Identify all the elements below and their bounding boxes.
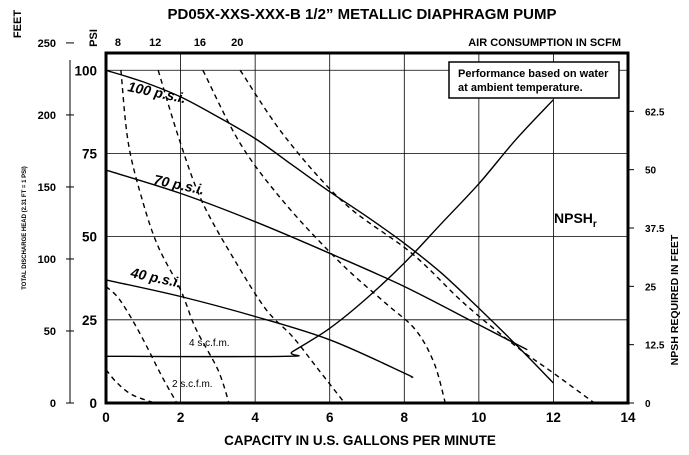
npsh-tick-label-0: 0 xyxy=(645,399,651,410)
top-axis-title: AIR CONSUMPTION IN SCFM xyxy=(468,37,621,49)
npsh-tick-label-62.5: 62.5 xyxy=(645,107,665,118)
feet-tick-label-250: 250 xyxy=(38,38,56,50)
x-axis-title: CAPACITY IN U.S. GALLONS PER MINUTE xyxy=(224,433,496,448)
pressure-curve-40-p-s-i xyxy=(105,279,414,379)
x-tick-label-12: 12 xyxy=(546,410,561,425)
note-line-2: at ambient temperature. xyxy=(458,82,583,94)
scfm-tick-label-8: 8 xyxy=(115,37,121,49)
feet-tick-label-0: 0 xyxy=(50,398,56,410)
x-tick-label-0: 0 xyxy=(102,410,110,425)
pressure-curve-70-p-s-i xyxy=(105,169,528,351)
x-tick-label-4: 4 xyxy=(251,410,259,425)
npsh-subscript: r xyxy=(593,219,597,230)
x-tick-label-6: 6 xyxy=(326,410,334,425)
air-curve-20 xyxy=(239,69,595,404)
air-curve-2-s-c-f-m xyxy=(105,369,155,404)
chart-title: PD05X-XXS-XXX-B 1/2” METALLIC DIAPHRAGM … xyxy=(168,6,557,23)
npsh-tick-label-50: 50 xyxy=(645,166,657,177)
feet-tick-label-150: 150 xyxy=(38,182,56,194)
psi-tick-label-100: 100 xyxy=(74,63,97,78)
air-curve-4-s-c-f-m xyxy=(105,285,178,404)
feet-tick-label-200: 200 xyxy=(38,110,56,122)
air-curve-12 xyxy=(157,70,346,404)
x-tick-label-14: 14 xyxy=(620,410,636,425)
feet-tick-label-100: 100 xyxy=(38,254,56,266)
tick-labels: 0 2 4 6 8 10 12 14 0 25 50 75 100 0 50 100 150 200 250 0 12.… xyxy=(38,37,665,425)
curve-label-70-psi: 70 p.s.i. xyxy=(152,171,206,197)
npsh-curve-label: NPSHr xyxy=(554,210,597,230)
npsh-tick-label-25: 25 xyxy=(645,282,657,293)
scfm-tick-label-20: 20 xyxy=(231,37,243,49)
psi-tick-label-50: 50 xyxy=(82,230,97,245)
npsh-curve xyxy=(105,99,554,358)
left-axis-title: TOTAL DISCHARGE HEAD (2.31 FT = 1 PSI) xyxy=(22,166,28,290)
x-tick-label-8: 8 xyxy=(401,410,409,425)
air-curve-8 xyxy=(120,70,230,404)
scfm-tick-label-12: 12 xyxy=(149,37,161,49)
air-curve-16 xyxy=(202,69,446,404)
x-tick-label-10: 10 xyxy=(471,410,486,425)
feet-unit-label: FEET xyxy=(12,10,24,38)
psi-tick-label-25: 25 xyxy=(82,313,98,328)
npsh-tick-label-37.5: 37.5 xyxy=(645,224,665,235)
note-box xyxy=(448,61,620,99)
feet-tick-label-50: 50 xyxy=(44,326,56,338)
curves xyxy=(105,69,595,404)
note-line-1: Performance based on water xyxy=(458,68,609,80)
curve-label-2-scfm: 2 s.c.f.m. xyxy=(172,379,213,390)
pressure-curve-100-p-s-i xyxy=(105,69,554,384)
npsh-tick-label-12.5: 12.5 xyxy=(645,341,665,352)
psi-tick-label-75: 75 xyxy=(82,146,98,161)
right-axis-title: NPSH REQUIRED IN FEET xyxy=(669,234,681,365)
curve-label-100-psi: 100 p.s.i. xyxy=(126,78,187,106)
psi-tick-label-0: 0 xyxy=(89,396,97,411)
scfm-tick-label-16: 16 xyxy=(194,37,206,49)
psi-unit-label: PSI xyxy=(88,29,100,47)
grid xyxy=(106,53,628,403)
x-tick-label-2: 2 xyxy=(177,410,185,425)
curve-label-4-scfm: 4 s.c.f.m. xyxy=(189,338,230,349)
